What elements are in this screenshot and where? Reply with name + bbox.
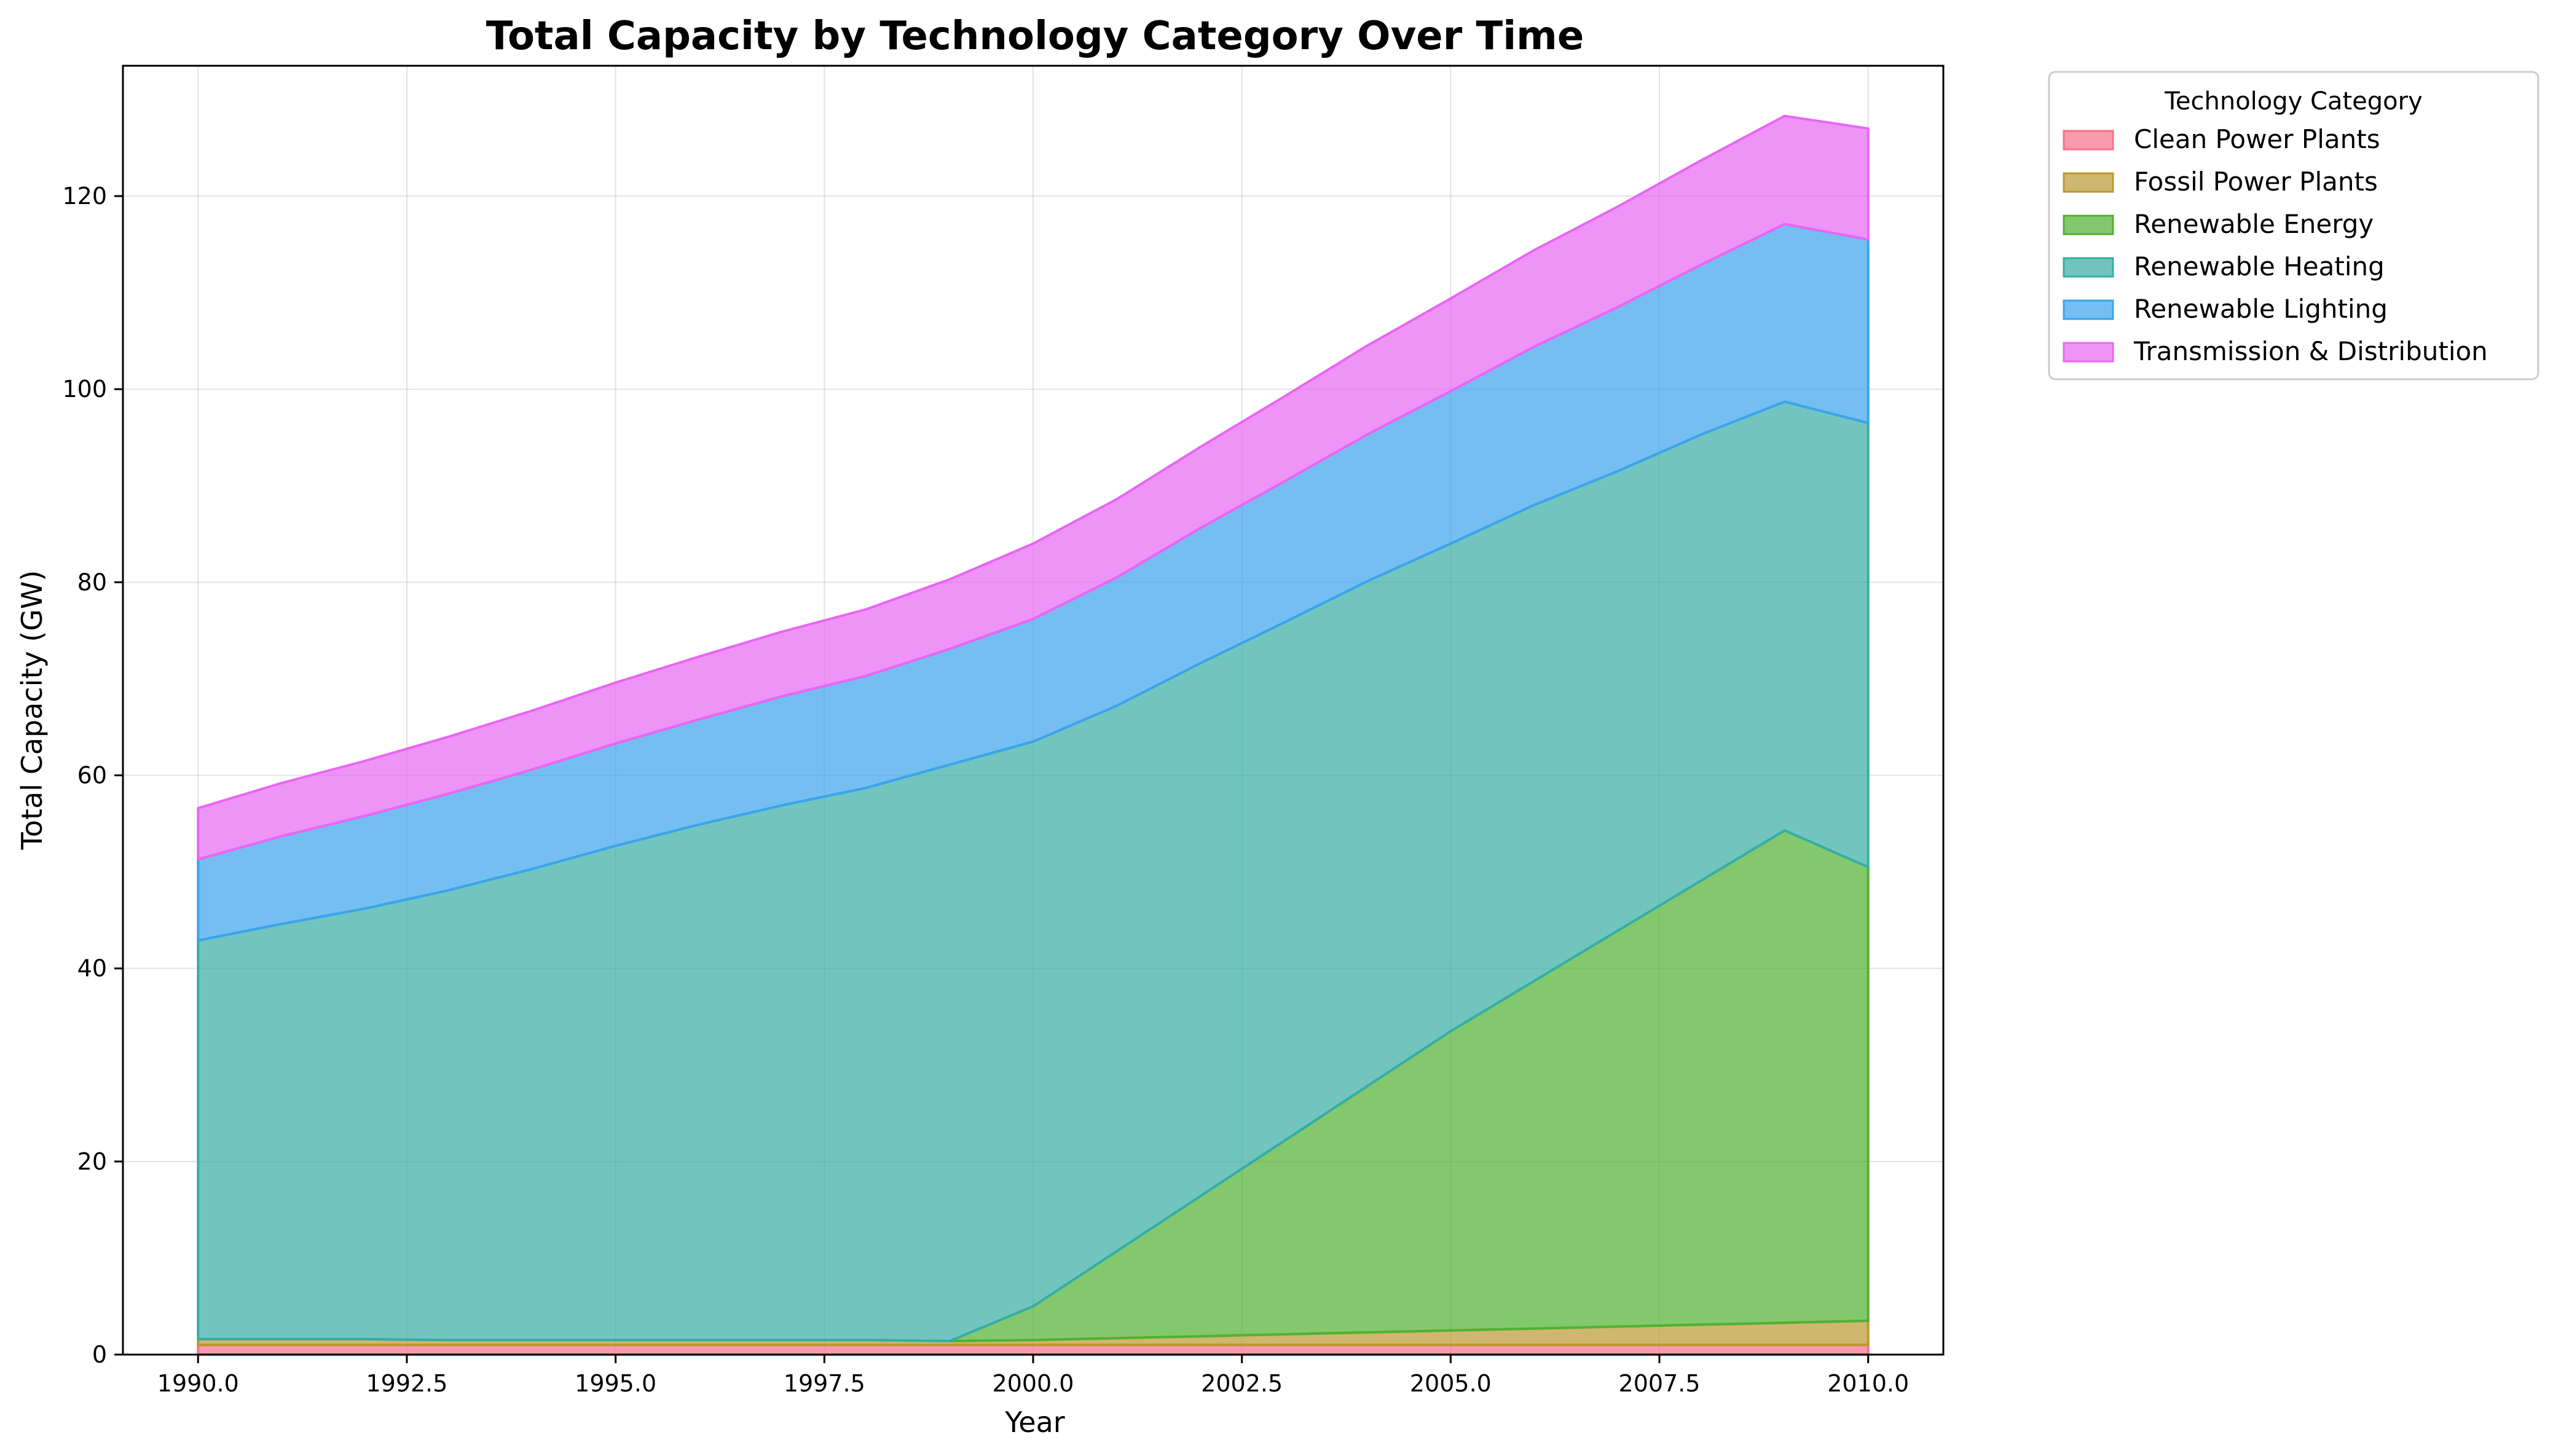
legend: Technology Category Clean Power Plants Fo… xyxy=(2048,71,2539,380)
legend-label: Renewable Heating xyxy=(2134,251,2385,281)
area-1 xyxy=(197,1344,1870,1356)
x-tick-label: 1990.0 xyxy=(157,1370,239,1397)
legend-items: Clean Power Plants Fossil Power Plants Ren… xyxy=(2063,124,2488,366)
legend-item: Renewable Lighting xyxy=(2063,294,2388,324)
y-tick-label: 40 xyxy=(77,955,107,982)
legend-frame xyxy=(2048,71,2539,380)
y-tick-label: 80 xyxy=(77,569,107,596)
legend-item: Fossil Power Plants xyxy=(2063,167,2378,197)
legend-title: Technology Category xyxy=(2164,87,2423,116)
legend-swatch xyxy=(2063,130,2114,151)
x-tick-label: 1997.5 xyxy=(784,1370,865,1397)
x-tick-label: 1995.0 xyxy=(575,1370,656,1397)
x-tick-label: 2007.5 xyxy=(1619,1370,1701,1397)
legend-swatch xyxy=(2063,257,2114,278)
x-tick-label: 2000.0 xyxy=(993,1370,1074,1397)
legend-item: Transmission & Distribution xyxy=(2063,336,2488,366)
y-tick-label: 20 xyxy=(77,1148,107,1175)
x-axis-label: Year xyxy=(1004,1406,1064,1439)
legend-item: Clean Power Plants xyxy=(2063,124,2380,154)
legend-swatch xyxy=(2063,214,2114,235)
area-series xyxy=(197,114,1870,1356)
y-axis-label: Total Capacity (GW) xyxy=(15,570,49,851)
y-tick-label: 0 xyxy=(92,1341,107,1368)
legend-label: Clean Power Plants xyxy=(2134,124,2380,154)
area-6 xyxy=(197,114,1870,861)
y-tick-label: 100 xyxy=(62,376,107,403)
x-axis-ticks: 1990.0 1992.5 1995.0 1997.5 2000.0 2002.5 2005… xyxy=(157,1355,1909,1397)
legend-label: Transmission & Distribution xyxy=(2133,336,2488,366)
x-tick-label: 2010.0 xyxy=(1827,1370,1909,1397)
x-tick-label: 2005.0 xyxy=(1410,1370,1492,1397)
y-axis-ticks: 0 20 40 60 80 100 120 xyxy=(62,183,123,1368)
x-tick-label: 2002.5 xyxy=(1201,1370,1283,1397)
chart-title: Total Capacity by Technology Category Ov… xyxy=(486,14,1584,59)
x-tick-label: 1992.5 xyxy=(366,1370,447,1397)
legend-swatch xyxy=(2063,299,2114,320)
legend-label: Renewable Energy xyxy=(2134,209,2374,239)
legend-label: Fossil Power Plants xyxy=(2134,167,2378,197)
legend-item: Renewable Energy xyxy=(2063,209,2374,239)
y-tick-label: 60 xyxy=(77,762,107,789)
legend-swatch xyxy=(2063,172,2114,193)
legend-swatch xyxy=(2063,342,2114,363)
legend-label: Renewable Lighting xyxy=(2134,294,2388,324)
legend-item: Renewable Heating xyxy=(2063,251,2385,281)
y-tick-label: 120 xyxy=(62,183,107,210)
